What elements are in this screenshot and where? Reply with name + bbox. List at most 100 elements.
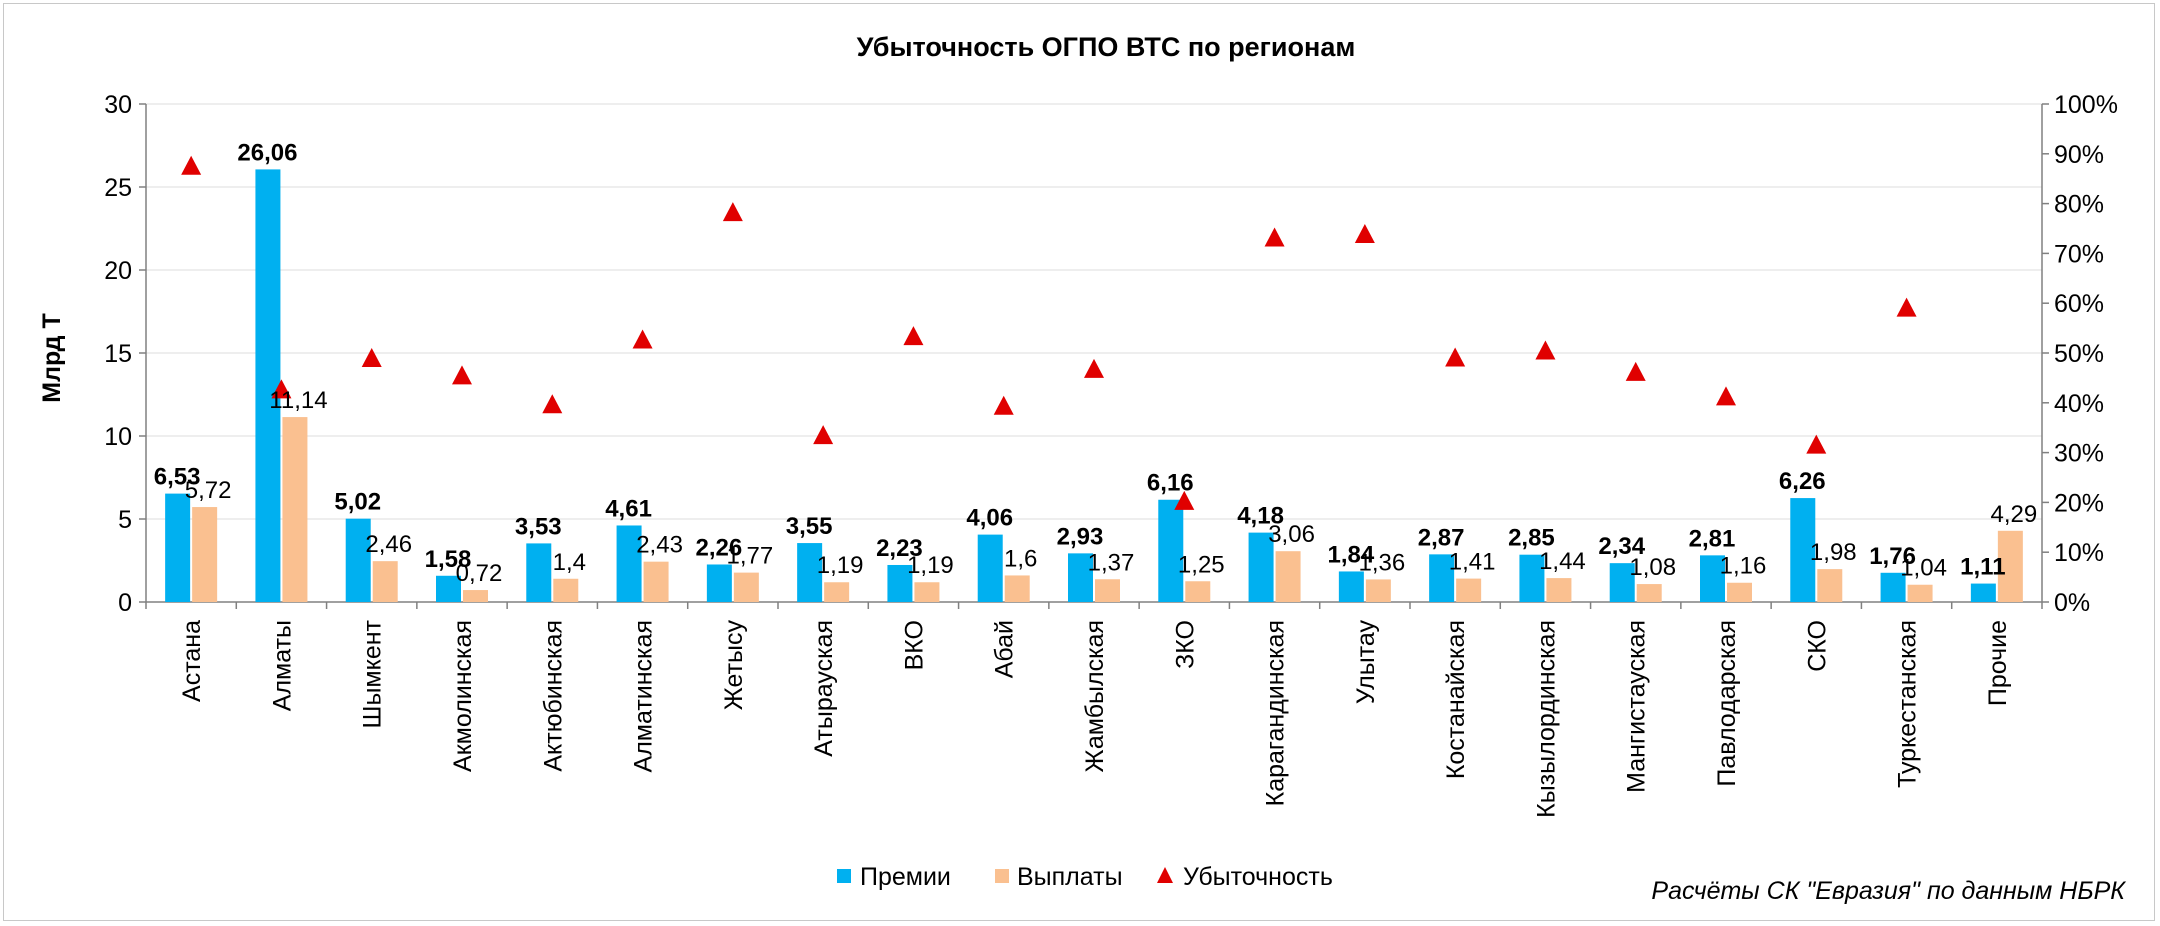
chart-frame: [3, 3, 2155, 921]
premium-value-label: 2,87: [1418, 524, 1465, 551]
legend-label-premiums: Премии: [860, 863, 951, 891]
category-label: Мангистауская: [1623, 620, 1651, 793]
category-label: Павлодарская: [1713, 620, 1741, 787]
payout-value-label: 1,4: [553, 549, 586, 576]
bar-payout: [1004, 575, 1030, 602]
payout-value-label: 1,19: [817, 552, 864, 579]
payout-value-label: 1,36: [1358, 549, 1405, 576]
bar-payout: [1727, 582, 1752, 602]
bar-premium: [255, 169, 281, 603]
payout-value-label: 11,14: [269, 387, 327, 414]
bar-payout: [1907, 584, 1933, 602]
y2-tick-label: 70%: [2054, 240, 2104, 268]
payout-value-label: 1,37: [1088, 549, 1135, 576]
premium-value-label: 2,34: [1598, 533, 1645, 560]
y2-tick-label: 80%: [2054, 191, 2104, 219]
bar-payout: [463, 590, 488, 602]
y-tick-label: 20: [104, 257, 132, 285]
chart-title: Убыточность ОГПО ВТС по регионам: [857, 32, 1356, 62]
bar-payout: [824, 582, 850, 602]
premium-value-label: 2,26: [695, 534, 742, 561]
premium-value-label: 6,26: [1779, 468, 1826, 495]
category-label: Кызылординская: [1532, 620, 1560, 818]
category-label: Прочие: [1984, 620, 2012, 706]
bar-payout: [282, 417, 308, 602]
y-tick-label: 0: [118, 589, 132, 617]
bar-payout: [1997, 530, 2023, 602]
payout-value-label: 1,16: [1720, 553, 1767, 580]
loss-ratio-marker: [542, 394, 563, 414]
category-label: Актюбинская: [539, 620, 567, 772]
y2-tick-label: 10%: [2054, 539, 2104, 567]
premium-value-label: 4,61: [605, 495, 652, 522]
bar-premium: [887, 564, 913, 602]
premium-value-label: 1,11: [1960, 554, 2005, 581]
payout-value-label: 1,08: [1629, 554, 1676, 581]
y-axis-label: Млрд Т: [38, 313, 66, 402]
category-label: Костанайская: [1442, 620, 1470, 779]
loss-ratio-marker: [722, 202, 743, 222]
payout-value-label: 1,6: [1004, 545, 1037, 572]
premium-value-label: 1,76: [1869, 543, 1916, 570]
bar-premium: [1158, 499, 1184, 602]
y2-tick-label: 30%: [2054, 440, 2104, 468]
bar-payout: [1456, 578, 1482, 602]
category-label: Астана: [178, 620, 206, 702]
category-labels: Астана Алматы Шымкент Акмолинская Актюбинска…: [178, 619, 2012, 817]
bar-payout: [1546, 578, 1572, 602]
bar-premium: [1429, 554, 1455, 602]
category-label: Абай: [991, 620, 1019, 678]
category-label: Шымкент: [359, 619, 387, 728]
payout-value-label: 1,25: [1178, 551, 1225, 578]
premium-value-label: 3,53: [515, 513, 562, 540]
bar-payout: [372, 561, 398, 602]
bar-premium: [1790, 498, 1816, 602]
loss-ratio-marker: [361, 347, 382, 367]
y2-tick-label: 100%: [2054, 91, 2118, 119]
premium-value-label: 1,58: [425, 546, 472, 573]
legend: Премии Выплаты Убыточность: [837, 863, 1333, 891]
premium-value-label: 4,06: [966, 505, 1013, 532]
category-label: ВКО: [900, 620, 928, 670]
premium-value-label: 2,93: [1057, 523, 1104, 550]
y-tick-label: 10: [104, 423, 132, 451]
bar-premium: [345, 518, 371, 602]
payout-value-label: 4,29: [1990, 501, 2037, 528]
loss-ratio-marker: [632, 329, 653, 349]
loss-ratio-marker: [813, 425, 834, 445]
y-tick-label: 15: [104, 340, 132, 368]
legend-label-loss-ratio: Убыточность: [1183, 863, 1333, 891]
y2-tick-label: 90%: [2054, 141, 2104, 169]
bar-payout: [1095, 579, 1120, 602]
bar-payout: [1275, 551, 1301, 602]
payout-value-label: 0,72: [456, 560, 503, 587]
data-labels: 6,535,72 26,06 11,14 5,02 2,46 1,580,72 3,53 1,…: [154, 139, 2037, 587]
category-label: Акмолинская: [449, 620, 477, 772]
axes: 0 5 10 15 20 25 30 0% 10% 20% 30% 40% 50% 60% 70% 80% 90…: [104, 91, 2118, 617]
bar-premium: [526, 543, 552, 602]
premium-value-label: 6,16: [1147, 470, 1194, 497]
category-label: Карагандинская: [1262, 620, 1290, 806]
y-tick-label: 5: [118, 506, 132, 534]
loss-ratio-marker: [1625, 361, 1646, 381]
loss-ratio-marker: [1264, 227, 1285, 247]
category-label: Алматинская: [630, 620, 658, 772]
bar-premium: [1880, 572, 1906, 602]
payout-value-label: 1,98: [1810, 539, 1857, 566]
premium-value-label: 2,23: [876, 535, 923, 562]
category-label: Атырауская: [810, 620, 838, 757]
premium-value-label: 2,85: [1508, 525, 1555, 552]
category-label: Алматы: [268, 620, 296, 711]
payout-value-label: 1,19: [907, 552, 954, 579]
bar-payout: [914, 582, 940, 602]
category-label: СКО: [1803, 620, 1831, 672]
category-label: Улытау: [1352, 620, 1380, 705]
bars: [165, 169, 2023, 603]
legend-swatch-payouts: [995, 869, 1009, 883]
loss-ratio-marker: [1716, 386, 1736, 406]
category-label: Жетысу: [720, 620, 748, 711]
loss-ratio-marker: [271, 379, 292, 399]
payout-value-label: 1,41: [1449, 549, 1496, 576]
y2-tick-label: 0%: [2054, 589, 2090, 617]
